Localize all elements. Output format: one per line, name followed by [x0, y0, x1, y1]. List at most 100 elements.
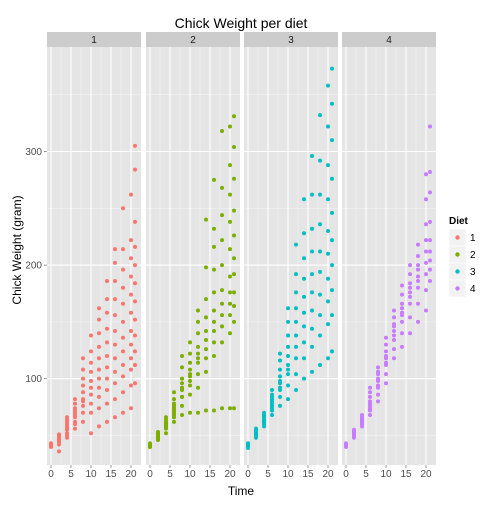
data-point: [294, 290, 298, 295]
data-point: [105, 376, 109, 381]
data-point: [318, 313, 322, 318]
data-point: [121, 247, 125, 252]
data-point: [392, 338, 396, 343]
data-point: [89, 431, 93, 436]
data-point: [278, 367, 282, 372]
data-point: [310, 326, 314, 331]
data-point: [81, 356, 85, 361]
data-point: [400, 313, 404, 318]
legend-marker: [455, 269, 460, 274]
data-point: [212, 267, 216, 272]
data-point: [129, 367, 133, 372]
data-point: [278, 385, 282, 390]
data-point: [228, 313, 232, 318]
data-point: [97, 376, 101, 381]
data-point: [89, 392, 93, 397]
legend-label: 2: [470, 250, 476, 261]
facet-strip-label: 2: [190, 35, 196, 46]
data-point: [392, 308, 396, 313]
legend-marker: [455, 252, 460, 257]
data-point: [278, 394, 282, 399]
data-point: [286, 344, 290, 349]
facet-panel-3: 3 0 5 10 15 20: [244, 32, 338, 480]
data-point: [204, 356, 208, 361]
data-point: [232, 176, 236, 181]
data-point: [318, 113, 322, 118]
data-point: [376, 369, 380, 374]
data-point: [188, 351, 192, 356]
data-point: [105, 278, 109, 283]
data-point: [408, 272, 412, 277]
data-point: [188, 392, 192, 397]
data-point: [270, 399, 274, 404]
data-point: [196, 308, 200, 313]
data-point: [121, 349, 125, 354]
data-point: [228, 192, 232, 197]
data-point: [180, 403, 184, 408]
data-point: [232, 406, 236, 411]
data-point: [196, 356, 200, 361]
data-point: [428, 258, 432, 263]
data-point: [424, 238, 428, 243]
data-point: [81, 410, 85, 415]
panel-background: [342, 47, 436, 465]
data-point: [302, 231, 306, 236]
data-point: [133, 244, 137, 249]
data-point: [318, 333, 322, 338]
data-point: [294, 306, 298, 311]
data-point: [278, 378, 282, 383]
data-point: [232, 319, 236, 324]
data-point: [232, 290, 236, 295]
data-point: [113, 278, 117, 283]
data-point: [180, 353, 184, 358]
data-point: [133, 263, 137, 268]
data-point: [310, 272, 314, 277]
data-point: [172, 397, 176, 402]
data-point: [129, 238, 133, 243]
data-point: [228, 124, 232, 129]
data-point: [408, 285, 412, 290]
data-point: [113, 328, 117, 333]
data-point: [232, 114, 236, 119]
data-point: [81, 403, 85, 408]
data-point: [133, 167, 137, 172]
data-point: [326, 229, 330, 234]
data-point: [57, 438, 61, 443]
data-point: [428, 219, 432, 224]
data-point: [278, 358, 282, 363]
data-point: [360, 420, 364, 425]
data-point: [73, 397, 77, 402]
data-point: [384, 335, 388, 340]
data-point: [65, 426, 69, 431]
data-point: [113, 369, 117, 374]
data-point: [212, 340, 216, 345]
data-point: [121, 374, 125, 379]
data-point: [376, 392, 380, 397]
data-point: [424, 272, 428, 277]
data-point: [400, 306, 404, 311]
data-point: [212, 290, 216, 295]
data-point: [212, 353, 216, 358]
data-point: [330, 138, 334, 143]
data-point: [384, 342, 388, 347]
data-point: [424, 172, 428, 177]
data-point: [368, 385, 372, 390]
facet-strip: [47, 32, 141, 47]
data-point: [113, 381, 117, 386]
data-point: [57, 432, 61, 437]
data-point: [408, 290, 412, 295]
data-point: [188, 372, 192, 377]
data-point: [368, 394, 372, 399]
data-point: [228, 301, 232, 306]
x-tick-label: 0: [147, 469, 153, 480]
data-point: [302, 310, 306, 315]
data-point: [310, 308, 314, 313]
data-point: [384, 372, 388, 377]
legend-label: 3: [470, 267, 476, 278]
data-point: [376, 399, 380, 404]
x-tick-label: 20: [125, 469, 137, 480]
data-point: [212, 177, 216, 182]
data-point: [129, 342, 133, 347]
data-point: [278, 351, 282, 356]
